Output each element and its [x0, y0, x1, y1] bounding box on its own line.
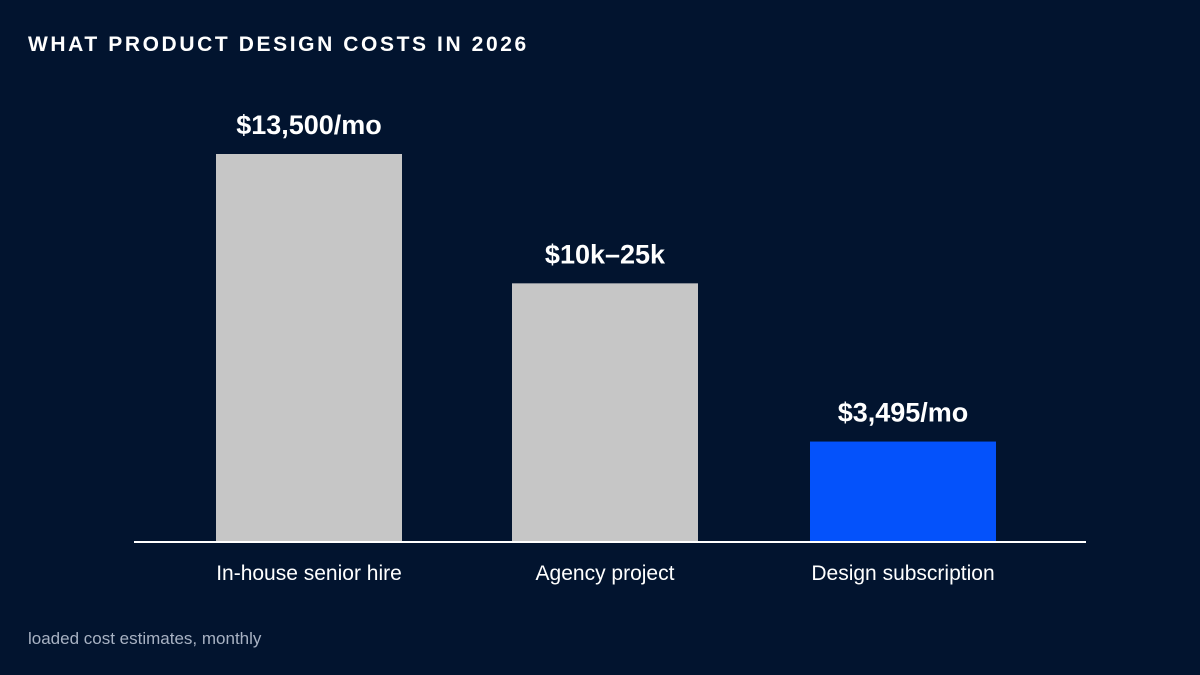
chart-footnote: loaded cost estimates, monthly [28, 629, 262, 648]
bar-in-house-senior-hire [216, 154, 402, 542]
category-label-agency-project: Agency project [536, 562, 675, 585]
data-label-agency-project: $10k–25k [545, 239, 666, 269]
bar-design-subscription [810, 441, 996, 542]
bar-agency-project [512, 283, 698, 542]
category-label-design-subscription: Design subscription [811, 562, 994, 585]
category-label-in-house-senior-hire: In-house senior hire [216, 562, 402, 585]
data-label-in-house-senior-hire: $13,500/mo [236, 110, 382, 140]
data-label-design-subscription: $3,495/mo [838, 398, 969, 428]
chart-title: WHAT PRODUCT DESIGN COSTS IN 2026 [28, 33, 529, 56]
